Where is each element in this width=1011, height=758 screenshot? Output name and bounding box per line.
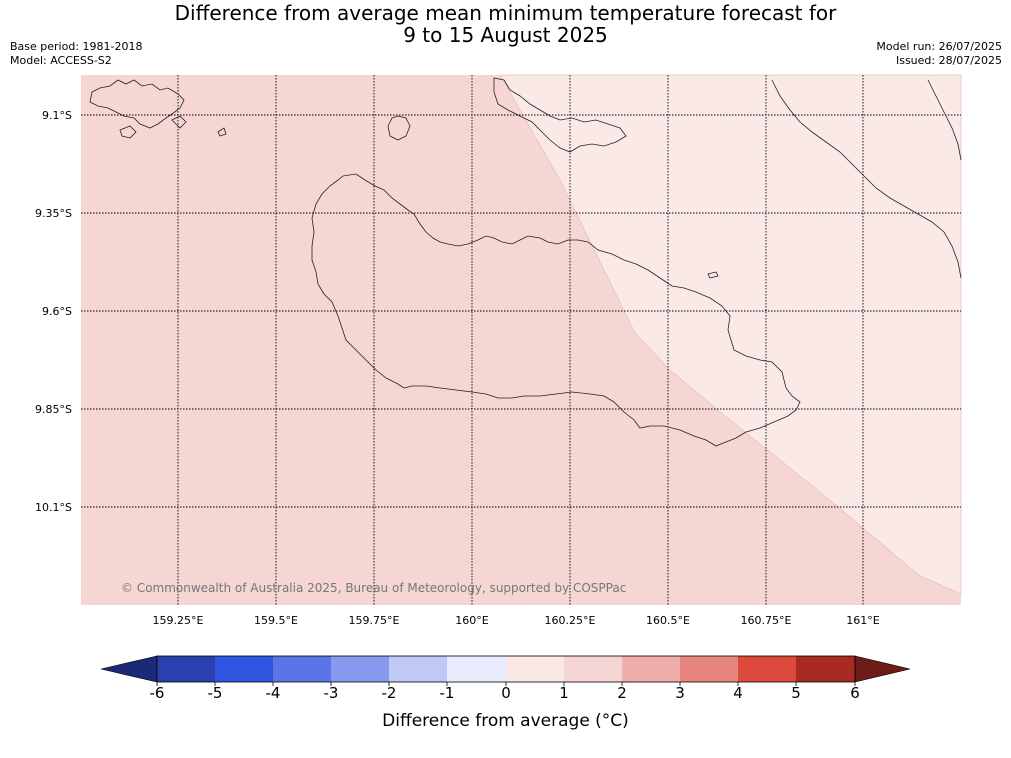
- colorbar-tick-label: 6: [850, 684, 860, 702]
- colorbar-bin: [389, 656, 447, 682]
- lat-label: 9.1°S: [42, 109, 72, 122]
- lat-label: 10.1°S: [35, 501, 72, 514]
- colorbar-tick-label: -3: [323, 684, 339, 702]
- colorbar-bin: [796, 656, 855, 682]
- issued-date: Issued: 28/07/2025: [895, 54, 1002, 67]
- lon-axis: 159.25°E 159.5°E 159.75°E 160°E 160.25°E…: [153, 614, 880, 627]
- lon-label: 160°E: [455, 614, 488, 627]
- lon-label: 160.5°E: [646, 614, 690, 627]
- coast-russell-islands: [493, 77, 627, 153]
- coast-nggela-islet-2: [171, 115, 187, 129]
- colorbar-title: Difference from average (°C): [382, 711, 629, 731]
- coast-nggela-islet-3: [217, 127, 227, 137]
- coast-malaita: [771, 79, 962, 279]
- map-title-line2: 9 to 15 August 2025: [403, 23, 608, 47]
- colorbar-bin: [215, 656, 273, 682]
- colorbar-bin: [447, 656, 506, 682]
- colorbar-ticks: [156, 682, 856, 686]
- colorbar-tick-label: -4: [265, 684, 281, 702]
- colorbar-bin: [331, 656, 389, 682]
- lon-label: 160.75°E: [741, 614, 792, 627]
- colorbar-bin: [506, 656, 564, 682]
- coast-nggela-islet-1: [119, 125, 137, 139]
- copyright-notice: © Commonwealth of Australia 2025, Bureau…: [121, 581, 626, 595]
- lon-label: 159.25°E: [153, 614, 204, 627]
- lat-axis: 9.1°S 9.35°S 9.6°S 9.85°S 10.1°S: [35, 109, 72, 514]
- coast-guadalcanal: [311, 173, 801, 447]
- colorbar-extend-high: [854, 655, 911, 683]
- colorbar-tick-label: 2: [617, 684, 627, 702]
- coast-small-islet: [707, 271, 719, 279]
- colorbar-tick-label: -5: [207, 684, 223, 702]
- colorbar-bin: [622, 656, 680, 682]
- coast-nggela-islands: [89, 79, 185, 129]
- colorbar-bin: [564, 656, 622, 682]
- lon-label: 161°E: [846, 614, 879, 627]
- colorbar-bin: [680, 656, 738, 682]
- colorbar-tick-label: 4: [733, 684, 743, 702]
- colorbar-tick-label: 0: [501, 684, 511, 702]
- colorbar-tick-label: -1: [439, 684, 455, 702]
- base-period: Base period: 1981-2018: [10, 40, 143, 53]
- colorbar-tick-label: 1: [559, 684, 569, 702]
- colorbar-bin: [273, 656, 331, 682]
- colorbar: [100, 655, 911, 686]
- coast-savo-island: [387, 115, 411, 141]
- model-run: Model run: 26/07/2025: [876, 40, 1002, 53]
- colorbar-tick-label: -6: [149, 684, 165, 702]
- lat-label: 9.6°S: [42, 305, 72, 318]
- colorbar-extend-low: [100, 655, 158, 683]
- meta-right: Model run: 26/07/2025 Issued: 28/07/2025: [876, 40, 1002, 68]
- field-0-to-1: [499, 74, 962, 595]
- lat-label: 9.35°S: [35, 207, 72, 220]
- colorbar-bin: [738, 656, 796, 682]
- colorbar-tick-label: 5: [791, 684, 801, 702]
- meta-left: Base period: 1981-2018 Model: ACCESS-S2: [10, 40, 142, 68]
- lat-label: 9.85°S: [35, 403, 72, 416]
- coast-far-east: [927, 79, 962, 161]
- colorbar-bin: [157, 656, 215, 682]
- coastlines: [89, 77, 962, 447]
- colorbar-tick-label: -2: [381, 684, 397, 702]
- lon-label: 160.25°E: [545, 614, 596, 627]
- lon-label: 159.75°E: [349, 614, 400, 627]
- graticule: [81, 75, 961, 605]
- colorbar-tick-label: 3: [675, 684, 685, 702]
- map-title-line1: Difference from average mean minimum tem…: [174, 1, 837, 25]
- lon-label: 159.5°E: [254, 614, 298, 627]
- model-name: Model: ACCESS-S2: [10, 54, 112, 67]
